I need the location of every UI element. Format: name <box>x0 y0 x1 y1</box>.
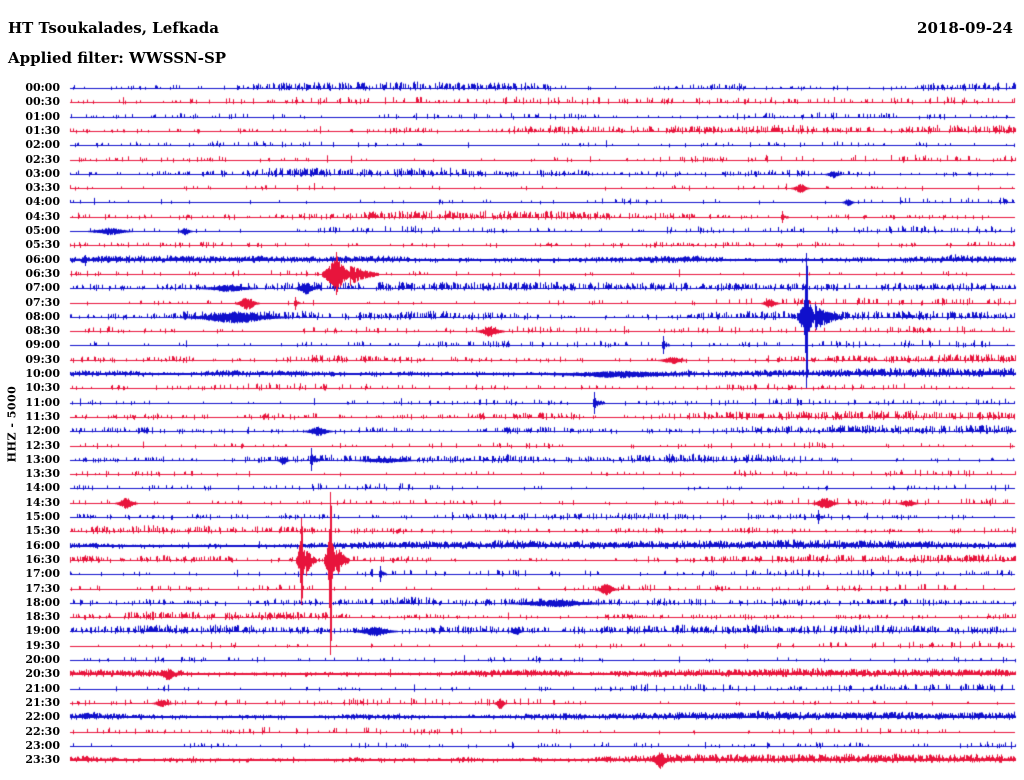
station-title: HT Tsoukalades, Lefkada <box>8 19 220 37</box>
time-label: 03:00 <box>25 166 60 180</box>
time-label: 01:00 <box>25 109 60 123</box>
time-label: 00:00 <box>25 81 60 94</box>
time-label: 06:00 <box>25 252 60 266</box>
time-label: 15:30 <box>25 524 60 538</box>
time-label: 21:30 <box>25 695 60 709</box>
time-label: 18:00 <box>25 595 60 609</box>
time-label: 22:30 <box>25 724 60 738</box>
time-label: 08:00 <box>25 309 60 323</box>
time-label: 13:30 <box>25 467 60 481</box>
time-label: 09:30 <box>25 352 60 366</box>
time-label: 05:30 <box>25 238 60 252</box>
time-label: 14:30 <box>25 495 60 509</box>
time-label: 13:00 <box>25 452 60 466</box>
record-date: 2018-09-24 <box>917 19 1013 37</box>
time-label: 19:00 <box>25 624 60 638</box>
time-label: 11:30 <box>25 409 60 423</box>
time-label: 02:00 <box>25 138 60 152</box>
time-label: 10:30 <box>25 381 60 395</box>
time-label: 02:30 <box>25 152 60 166</box>
time-label: 15:00 <box>25 510 60 523</box>
time-label: 16:30 <box>25 552 60 566</box>
time-label: 22:00 <box>25 710 60 724</box>
time-label: 10:00 <box>25 367 60 380</box>
time-label: 18:30 <box>25 610 60 624</box>
time-label: 12:30 <box>25 438 60 452</box>
time-label: 23:30 <box>25 753 60 767</box>
time-label: 05:00 <box>25 224 60 237</box>
time-label: 21:00 <box>25 681 60 695</box>
time-label: 20:30 <box>25 667 60 681</box>
time-label: 01:30 <box>25 123 60 137</box>
time-label: 14:00 <box>25 481 60 495</box>
time-label: 00:30 <box>25 95 60 109</box>
time-label: 06:30 <box>25 266 60 280</box>
time-label: 09:00 <box>25 338 60 352</box>
time-label: 16:00 <box>25 538 60 552</box>
time-label: 04:00 <box>25 195 60 209</box>
time-label: 07:00 <box>25 281 60 295</box>
time-label: 07:30 <box>25 295 60 309</box>
time-label: 12:00 <box>25 424 60 438</box>
filter-label: Applied filter: WWSSN-SP <box>8 49 227 67</box>
time-label: 17:30 <box>25 581 60 595</box>
time-label: 19:30 <box>25 638 60 652</box>
time-label: 20:00 <box>25 653 60 666</box>
time-label: 08:30 <box>25 324 60 338</box>
time-label: 17:00 <box>25 567 60 581</box>
time-label: 03:30 <box>25 181 60 195</box>
time-label: 11:00 <box>25 395 60 409</box>
time-label: 23:00 <box>25 738 60 752</box>
time-label: 04:30 <box>25 209 60 223</box>
